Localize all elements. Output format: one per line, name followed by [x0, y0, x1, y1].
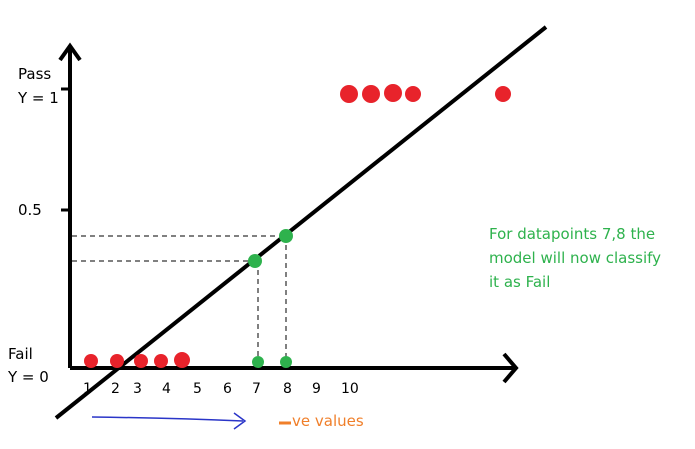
highlight-point — [252, 356, 264, 368]
half-label: 0.5 — [18, 201, 42, 219]
fail-point — [84, 354, 98, 368]
pass-point — [362, 85, 380, 103]
fail-point — [154, 354, 168, 368]
x-tick-label: 6 — [223, 381, 232, 397]
regression-line — [54, 25, 548, 420]
fail-point — [174, 352, 190, 368]
projected-point — [248, 254, 262, 268]
x-tick-label: 7 — [252, 381, 261, 397]
x-axis-arrowhead — [502, 352, 519, 384]
pass-point — [384, 84, 402, 102]
x-tick-label: 8 — [283, 381, 292, 397]
fail-label: Fail — [8, 345, 33, 363]
pass-point — [405, 86, 421, 102]
pass-point — [340, 85, 358, 103]
x-tick-label: 10 — [341, 381, 359, 397]
x-tick-label: 5 — [193, 381, 202, 397]
x-tick-label: 4 — [162, 381, 171, 397]
x-tick-label: 1 — [83, 381, 92, 397]
direction-arrowhead — [233, 412, 247, 430]
x-tick-label: 3 — [133, 381, 142, 397]
direction-arrow — [91, 416, 244, 422]
y-axis-arrowhead — [58, 42, 82, 62]
highlight-point — [280, 356, 292, 368]
negative-values-label: ve values — [292, 412, 364, 430]
annotation-line: model will now classify — [489, 249, 661, 267]
x-tick-label: 2 — [111, 381, 120, 397]
x-tick-label: 9 — [312, 381, 321, 397]
annotation-line: For datapoints 7,8 the — [489, 225, 655, 243]
fail-point — [134, 354, 148, 368]
fail-y-label: Y = 0 — [7, 368, 49, 386]
pass-label: Pass — [18, 65, 51, 83]
pass-point — [495, 86, 511, 102]
fail-point — [110, 354, 124, 368]
annotation-line: it as Fail — [489, 273, 550, 291]
pass-y-label: Y = 1 — [17, 89, 59, 107]
projected-point — [279, 229, 293, 243]
